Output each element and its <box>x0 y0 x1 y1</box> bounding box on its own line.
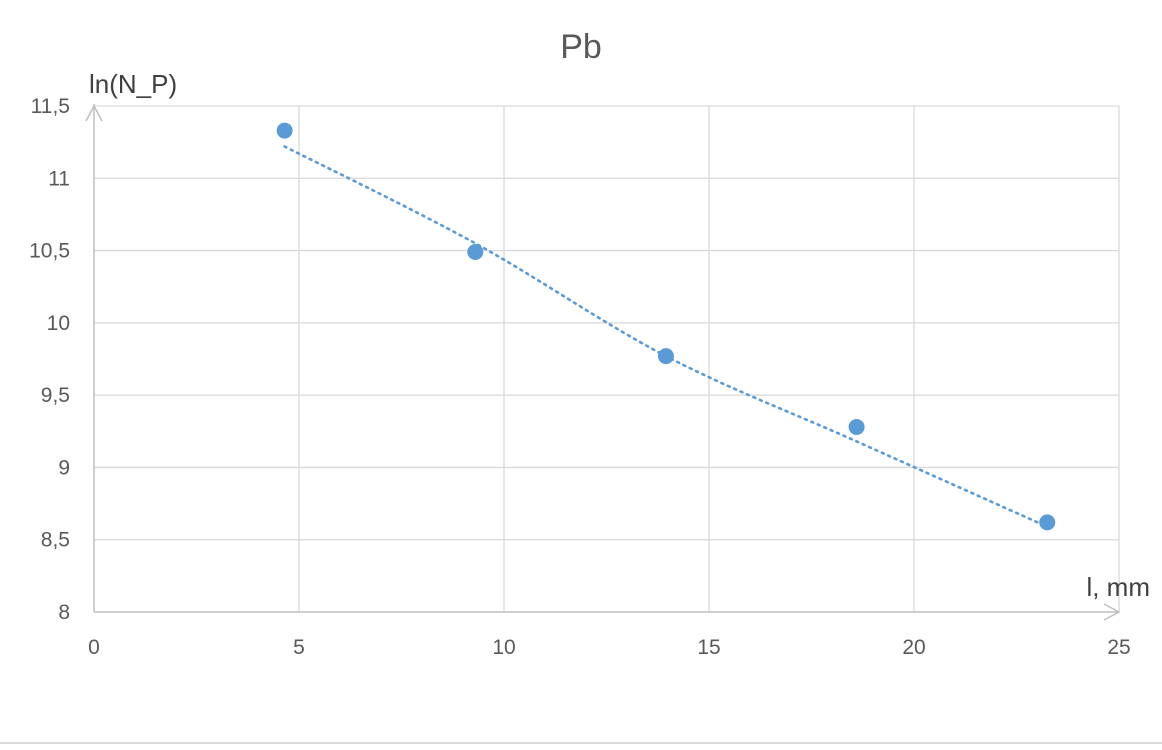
data-point <box>848 418 865 435</box>
x-axis-title: l, mm <box>1086 572 1150 602</box>
chart-title: Pb <box>560 28 602 66</box>
y-tick-label: 8 <box>58 601 70 624</box>
gridlines <box>94 105 1120 612</box>
y-tick-label: 8,5 <box>41 529 70 552</box>
x-axis-arrow <box>1103 603 1121 621</box>
y-tick-label: 9,5 <box>41 384 70 407</box>
x-tick-label: 25 <box>1107 636 1130 659</box>
y-tick-label: 10,5 <box>29 240 70 263</box>
trendline-layer <box>283 145 1049 529</box>
data-point <box>1039 514 1056 531</box>
x-tick-label: 15 <box>697 636 720 659</box>
x-tick-label: 10 <box>492 636 515 659</box>
tick-labels: 8 8,5 9 9,5 10 10,5 11 11,5 0 5 10 15 20 25 <box>29 95 1131 659</box>
data-point <box>467 244 484 261</box>
y-tick-label: 11,5 <box>31 95 70 118</box>
y-axis-arrow <box>85 104 103 122</box>
y-tick-label: 11 <box>48 167 70 190</box>
axes <box>85 104 1121 621</box>
data-points <box>276 122 1056 531</box>
y-tick-label: 10 <box>47 312 70 335</box>
x-tick-label: 5 <box>293 636 305 659</box>
data-point <box>657 348 674 365</box>
y-axis-title: ln(N_P) <box>89 69 177 99</box>
data-point <box>276 122 293 139</box>
x-tick-label: 0 <box>88 636 100 659</box>
x-tick-label: 20 <box>902 636 925 659</box>
trendline <box>283 145 1049 529</box>
y-tick-label: 9 <box>58 456 70 479</box>
